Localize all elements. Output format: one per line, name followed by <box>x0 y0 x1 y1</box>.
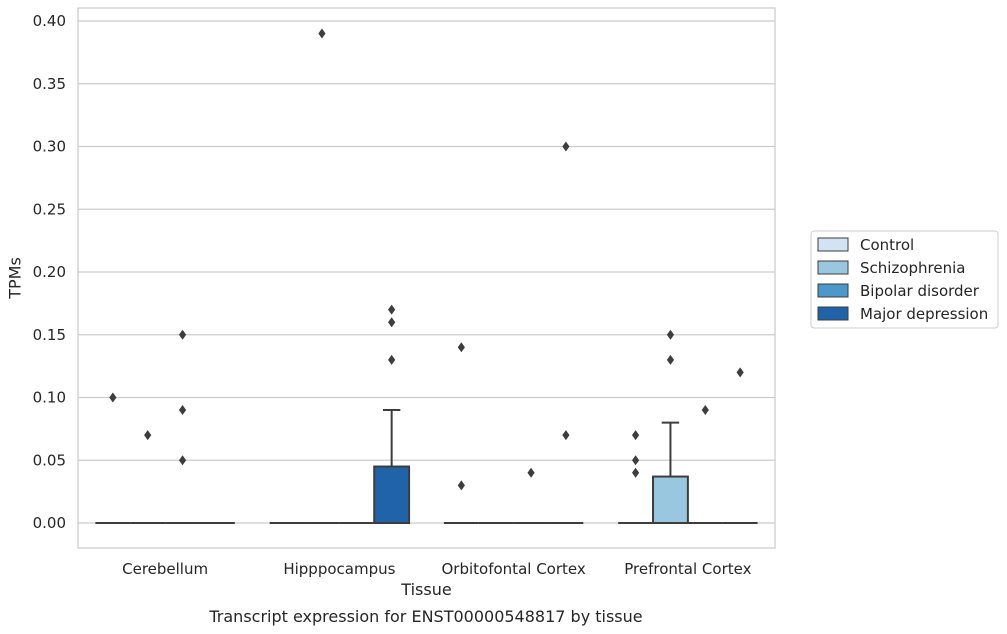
y-axis-title: TPMs <box>5 257 24 300</box>
box-schizophrenia <box>652 421 689 525</box>
outlier-point <box>632 430 640 441</box>
y-tick-label: 0.40 <box>33 12 66 30</box>
x-tick-label: Orbitofontal Cortex <box>442 560 586 578</box>
outlier-point <box>388 354 396 365</box>
gridlines <box>78 20 775 524</box>
x-axis-title: Tissue <box>400 580 451 599</box>
legend-label: Schizophrenia <box>860 259 965 277</box>
outliers <box>109 28 744 491</box>
outlier-point <box>701 405 709 416</box>
y-tick-label: 0.25 <box>33 200 66 218</box>
y-tick-label: 0.20 <box>33 263 66 281</box>
y-tick-labels: 0.00 0.05 0.10 0.15 0.20 0.25 0.30 0.35 0.40 <box>33 12 66 532</box>
outlier-point <box>457 342 465 353</box>
outlier-point <box>457 480 465 491</box>
outlier-point <box>562 430 570 441</box>
outlier-point <box>388 317 396 328</box>
y-tick-label: 0.35 <box>33 75 66 93</box>
box-major-depression <box>373 409 411 524</box>
legend-frame <box>810 230 999 329</box>
legend-swatch <box>817 283 849 298</box>
legend-swatch <box>817 237 849 252</box>
chart-caption: Transcript expression for ENST0000054881… <box>208 607 642 626</box>
outlier-point <box>527 467 535 478</box>
legend-label: Bipolar disorder <box>860 282 980 300</box>
y-tick-label: 0.00 <box>33 514 66 532</box>
x-tick-label: Cerebellum <box>122 560 208 578</box>
outlier-point <box>178 405 187 416</box>
outlier-point <box>178 329 187 340</box>
outlier-point <box>144 430 152 441</box>
outlier-point <box>562 141 570 152</box>
legend-label: Major depression <box>860 305 988 323</box>
box-body <box>373 465 411 524</box>
outlier-point <box>666 329 675 340</box>
outlier-point <box>632 467 640 478</box>
legend-swatch <box>817 306 849 321</box>
y-tick-label: 0.30 <box>33 138 66 156</box>
plot-frame <box>77 7 776 549</box>
outlier-point <box>736 367 744 378</box>
outlier-point <box>666 354 675 365</box>
outlier-point <box>178 455 187 466</box>
x-tick-label: Hipppocampus <box>283 560 395 578</box>
boxes <box>95 409 758 525</box>
y-tick-label: 0.10 <box>33 389 66 407</box>
outlier-point <box>388 304 396 315</box>
legend-swatch <box>817 260 849 275</box>
y-tick-label: 0.15 <box>33 326 66 344</box>
box-body <box>652 475 689 525</box>
legend: Control Schizophrenia Bipolar disorder Majo… <box>810 230 999 329</box>
outlier-point <box>109 392 117 403</box>
outlier-point <box>318 28 326 39</box>
y-tick-label: 0.05 <box>33 451 66 469</box>
outlier-point <box>632 455 640 466</box>
x-tick-label: Prefrontal Cortex <box>624 560 751 578</box>
x-tick-labels: Cerebellum Hipppocampus Orbitofontal Corte… <box>122 560 751 578</box>
legend-label: Control <box>860 236 914 254</box>
